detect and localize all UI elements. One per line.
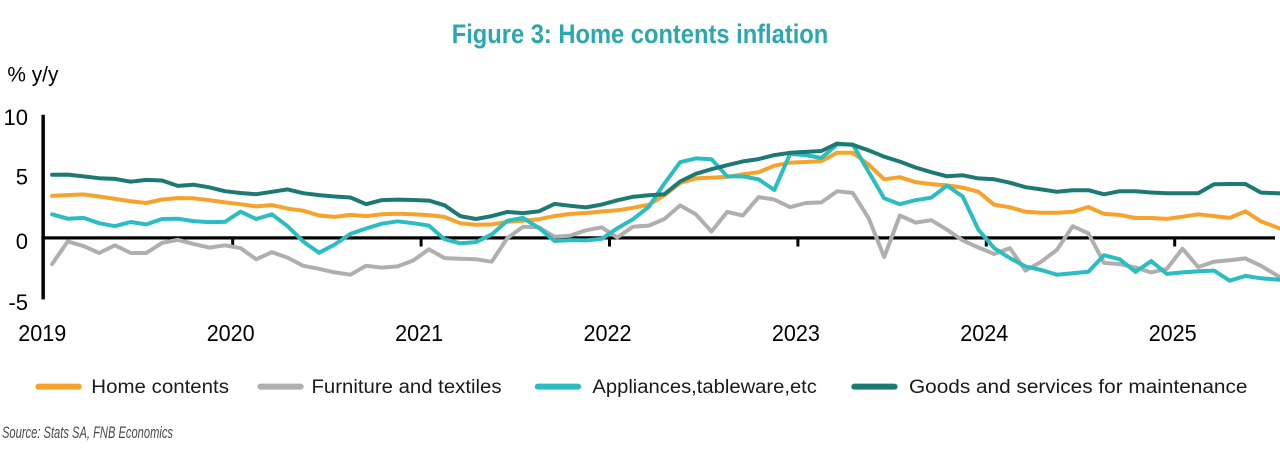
svg-text:2025: 2025 [1149, 320, 1197, 346]
svg-text:% y/y: % y/y [7, 63, 58, 87]
svg-text:2023: 2023 [772, 320, 820, 346]
svg-text:10: 10 [4, 105, 28, 130]
svg-text:Appliances,tableware,etc: Appliances,tableware,etc [592, 377, 817, 398]
svg-text:-5: -5 [8, 290, 28, 315]
svg-text:Home contents: Home contents [91, 377, 229, 398]
svg-text:Figure 3: Home contents inflat: Figure 3: Home contents inflation [452, 19, 829, 49]
svg-text:2022: 2022 [584, 320, 632, 346]
svg-text:2021: 2021 [395, 320, 443, 346]
svg-text:0: 0 [16, 229, 28, 254]
svg-text:Furniture and textiles: Furniture and textiles [312, 377, 502, 398]
svg-text:2024: 2024 [960, 320, 1008, 346]
svg-text:2019: 2019 [18, 320, 66, 346]
svg-text:Source: Stats SA, FNB Economic: Source: Stats SA, FNB Economics [2, 423, 173, 442]
svg-text:2020: 2020 [207, 320, 255, 346]
svg-text:Goods and services for mainten: Goods and services for maintenance [909, 377, 1247, 398]
svg-text:5: 5 [16, 164, 28, 189]
